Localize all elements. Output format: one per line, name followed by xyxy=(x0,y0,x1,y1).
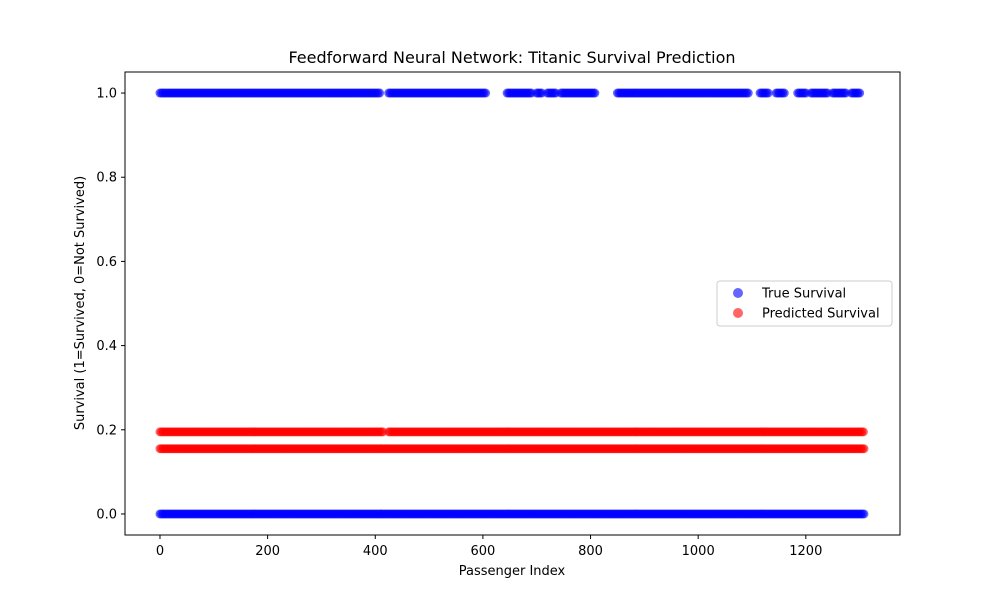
data-point xyxy=(743,88,753,98)
points-layer xyxy=(155,88,869,519)
legend-marker-predicted-survival xyxy=(733,308,743,318)
series-true-survival xyxy=(155,88,869,519)
data-point xyxy=(855,88,865,98)
plot-frame xyxy=(124,71,901,536)
y-tick-label: 0.4 xyxy=(96,339,117,354)
data-point xyxy=(859,509,869,519)
x-tick-label: 0 xyxy=(156,544,164,559)
data-point xyxy=(481,88,491,98)
x-tick-label: 1200 xyxy=(789,544,822,559)
chart-title: Feedforward Neural Network: Titanic Surv… xyxy=(288,48,735,67)
y-tick-label: 0.2 xyxy=(96,423,117,438)
series-predicted-survival xyxy=(155,427,869,454)
legend-box xyxy=(716,280,893,327)
x-axis-label: Passenger Index xyxy=(459,564,566,579)
y-axis-label: Survival (1=Survived, 0=Not Survived) xyxy=(73,176,88,430)
y-tick-label: 0.0 xyxy=(96,507,117,522)
y-tick-label: 1.0 xyxy=(96,87,117,102)
data-point xyxy=(858,427,868,437)
legend-label-predicted-survival: Predicted Survival xyxy=(762,307,880,322)
legend: True Survival Predicted Survival xyxy=(716,280,893,327)
x-axis: 0 200 400 600 800 1000 1200 xyxy=(156,535,822,559)
y-tick-label: 0.8 xyxy=(96,171,117,186)
y-axis: 0.0 0.2 0.4 0.6 0.8 1.0 xyxy=(96,87,125,522)
data-point xyxy=(763,88,773,98)
x-tick-label: 200 xyxy=(255,544,280,559)
x-tick-label: 600 xyxy=(470,544,495,559)
legend-marker-true-survival xyxy=(733,288,743,298)
legend-label-true-survival: True Survival xyxy=(761,287,846,302)
data-point xyxy=(590,88,600,98)
x-tick-label: 1000 xyxy=(682,544,715,559)
data-point xyxy=(859,444,869,454)
x-tick-label: 400 xyxy=(363,544,388,559)
x-tick-label: 800 xyxy=(578,544,603,559)
data-point xyxy=(375,88,385,98)
y-tick-label: 0.6 xyxy=(96,255,117,270)
data-point xyxy=(779,88,789,98)
